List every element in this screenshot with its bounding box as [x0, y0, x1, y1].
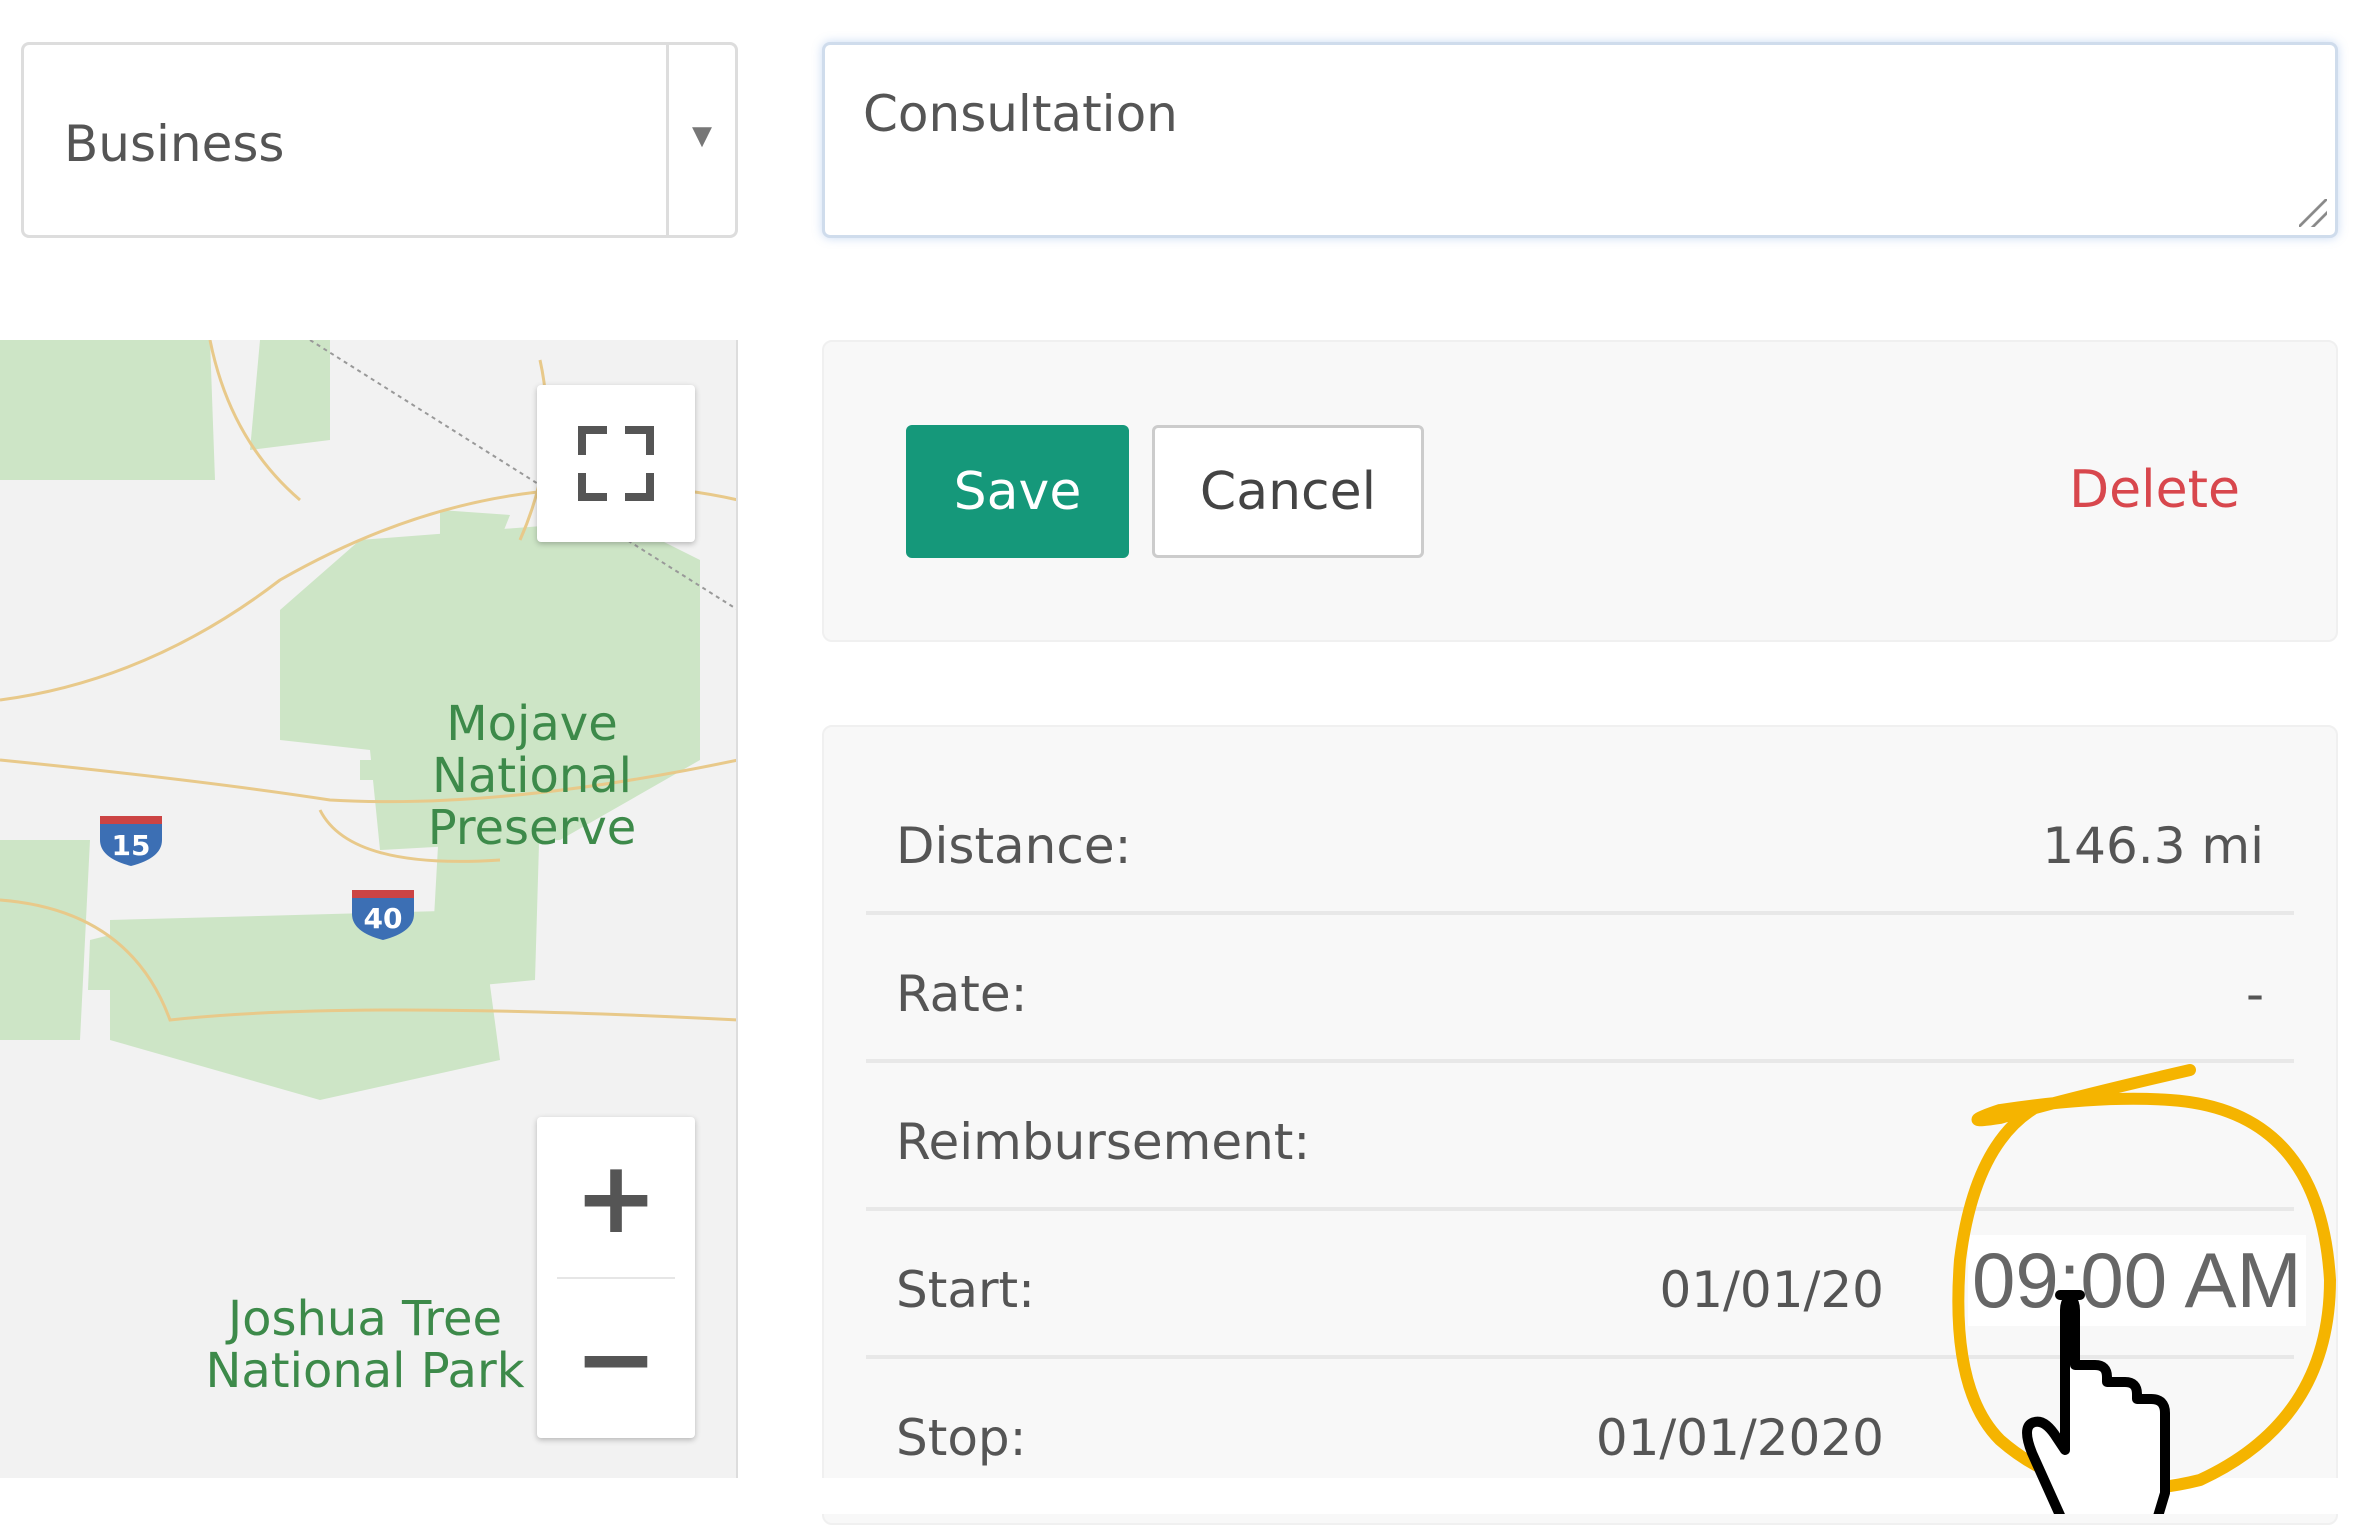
description-value: Consultation [863, 85, 1178, 143]
cancel-button[interactable]: Cancel [1152, 425, 1424, 558]
detail-row-start: Start: 01/01/20 [866, 1211, 2294, 1359]
category-select-value: Business [64, 115, 285, 173]
fullscreen-button[interactable] [537, 385, 695, 542]
save-button[interactable]: Save [906, 425, 1129, 558]
zoom-in-button[interactable]: + [574, 1138, 658, 1256]
detail-row-rate: Rate: - [866, 915, 2294, 1063]
detail-value: 01/01/20 [1659, 1261, 1884, 1319]
resize-handle-icon[interactable] [2299, 199, 2327, 227]
detail-value: - [2245, 965, 2264, 1023]
action-panel: Save Cancel Delete [822, 340, 2338, 642]
map-label-mojave: Mojave National Preserve [428, 696, 637, 856]
zoom-control: + − [537, 1117, 695, 1438]
map-label-joshua-tree: Joshua Tree National Park [205, 1291, 524, 1399]
description-textarea[interactable]: Consultation [822, 42, 2338, 238]
start-time-value[interactable]: 09:00 AM [1968, 1235, 2306, 1326]
chevron-down-icon[interactable]: ▼ [692, 121, 712, 151]
delete-link[interactable]: Delete [2069, 460, 2240, 520]
detail-value: 01/01/2020 [1595, 1409, 1884, 1467]
svg-text:40: 40 [364, 902, 403, 935]
category-select[interactable]: Business ▼ [21, 42, 738, 238]
zoom-out-button[interactable]: − [574, 1299, 658, 1417]
detail-label: Start: [896, 1261, 1035, 1319]
interstate-15-shield: 15 [100, 816, 162, 866]
detail-label: Rate: [896, 965, 1028, 1023]
interstate-40-shield: 40 [352, 890, 414, 940]
fullscreen-icon [578, 426, 654, 501]
svg-text:15: 15 [112, 829, 151, 862]
detail-row-distance: Distance: 146.3 mi [866, 767, 2294, 915]
detail-label: Distance: [896, 817, 1132, 875]
detail-label: Stop: [896, 1409, 1027, 1467]
detail-value: 146.3 mi [2042, 817, 2264, 875]
detail-label: Reimbursement: [896, 1113, 1311, 1171]
map[interactable]: 15 40 Mojave National Preserve Joshua Tree… [0, 340, 738, 1478]
detail-row-stop: Stop: 01/01/2020 [866, 1359, 2294, 1507]
select-divider [666, 45, 669, 235]
highlight-circle [1952, 1064, 2337, 1495]
detail-row-reimbursement: Reimbursement: [866, 1063, 2294, 1211]
hand-pointer-icon [2022, 1290, 2170, 1514]
